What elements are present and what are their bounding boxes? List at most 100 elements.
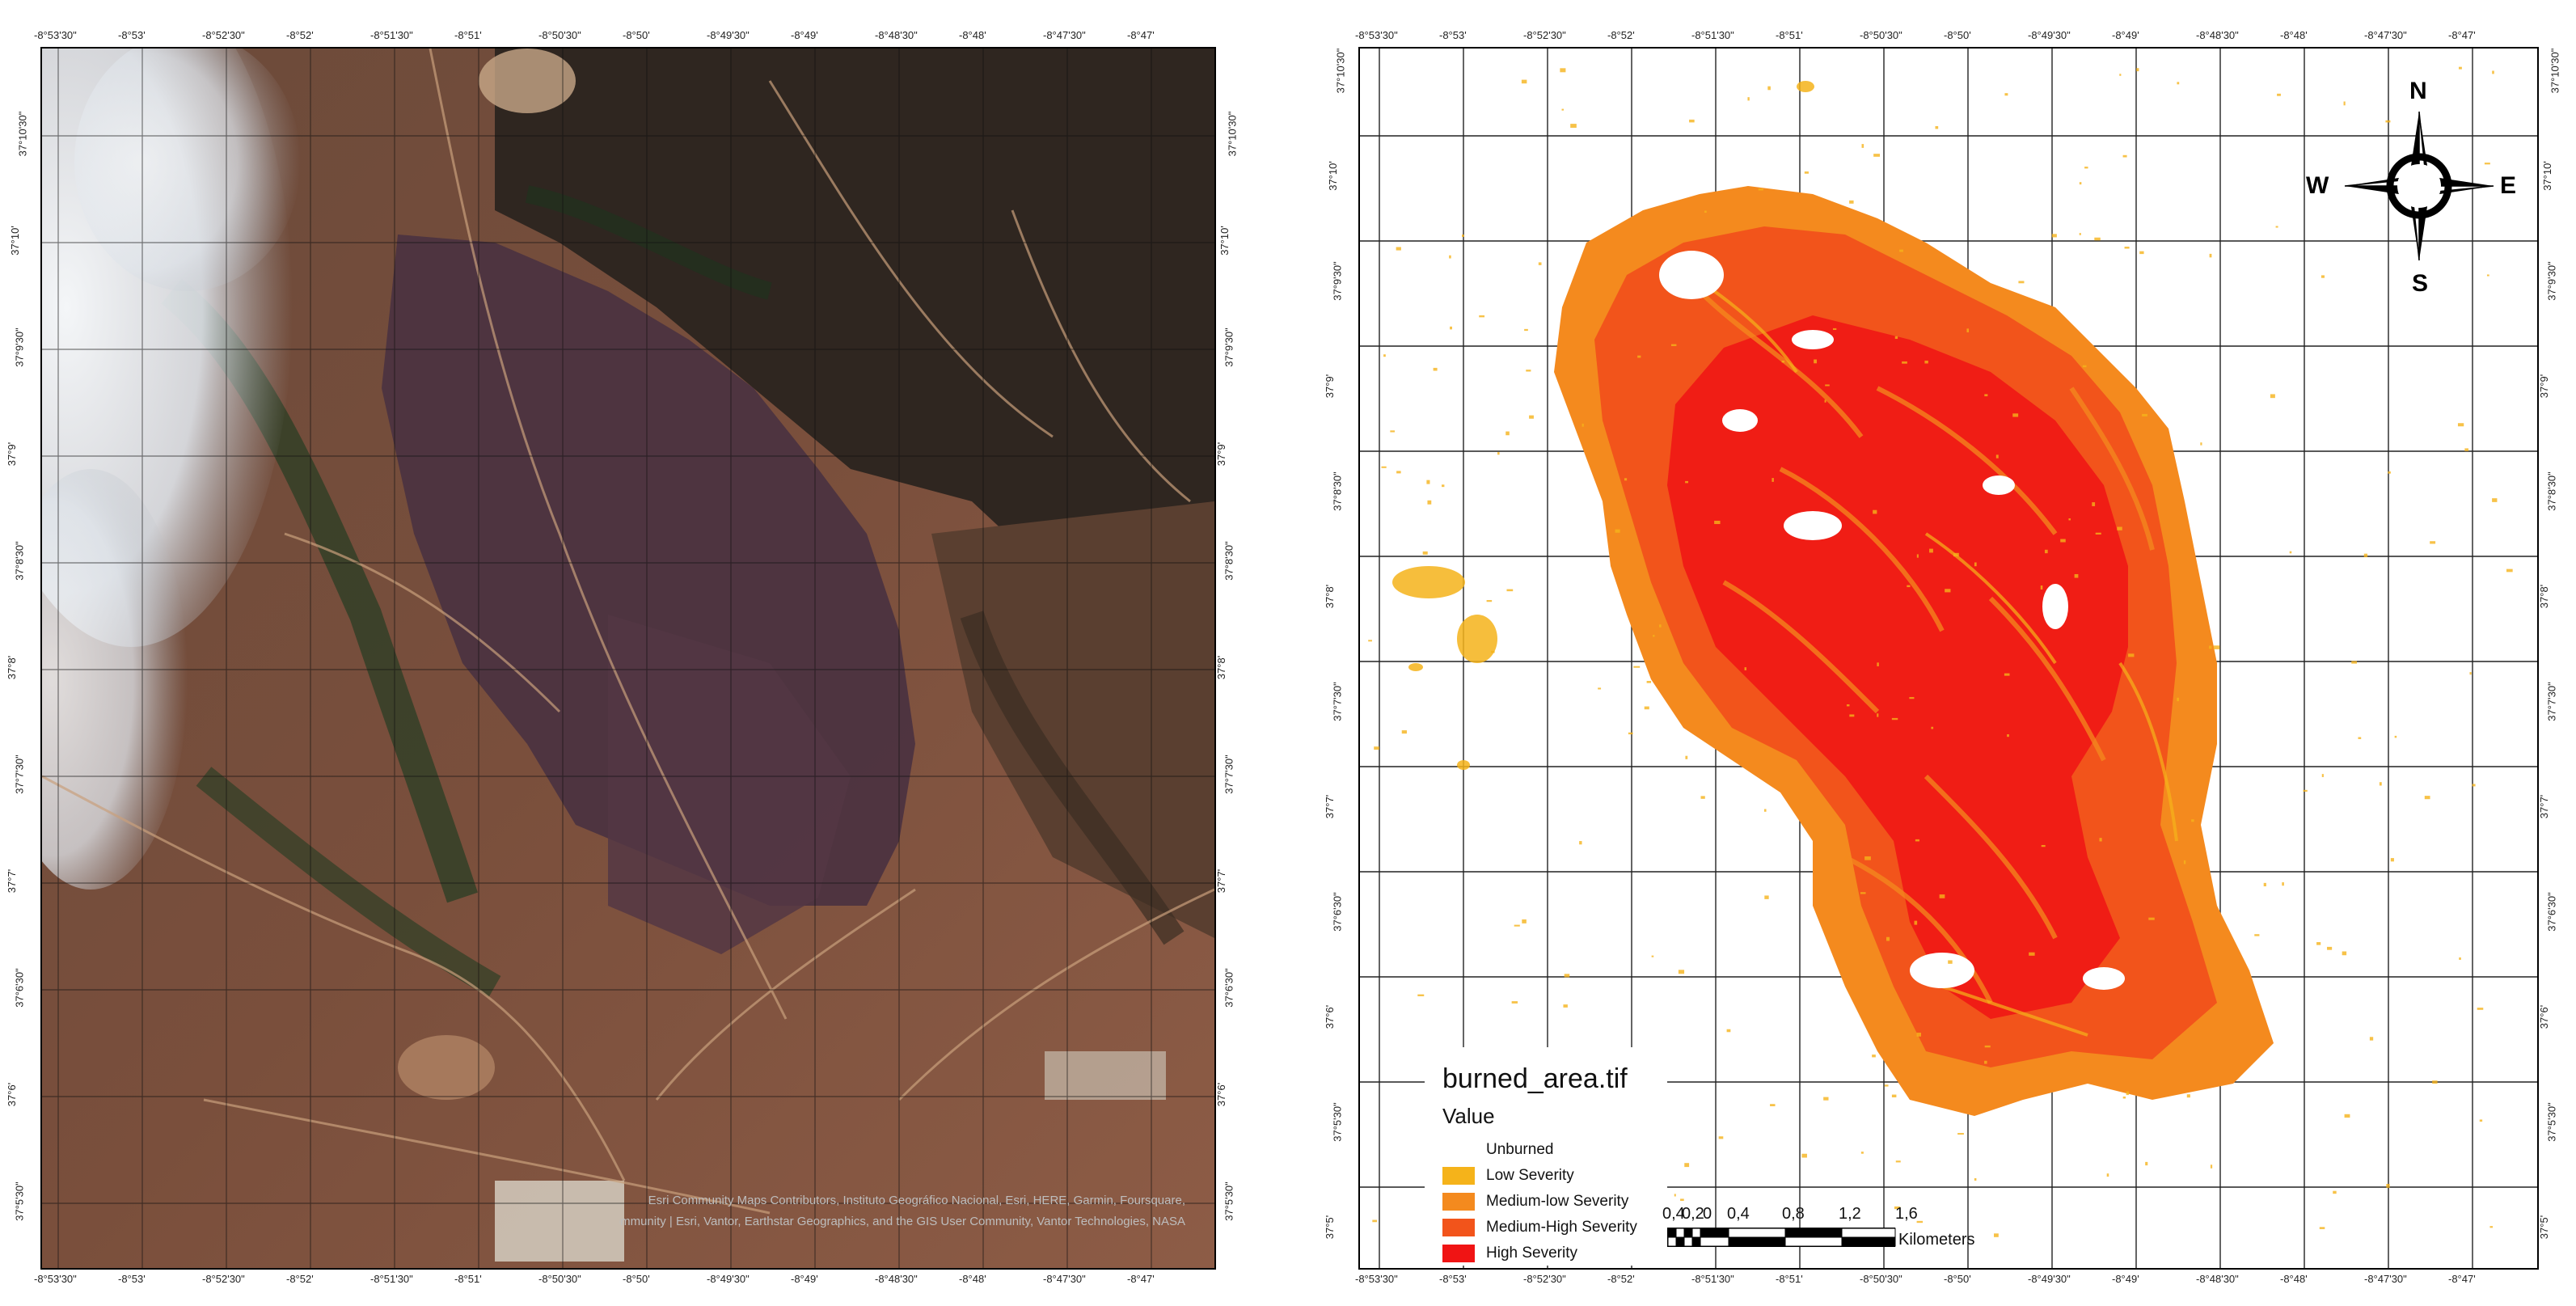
- low-severity-speck: [2142, 413, 2147, 416]
- scale-bar-segments: [1667, 1228, 1896, 1247]
- graticule-label-bottom: -8°51'30": [1691, 1273, 1734, 1285]
- legend-label: Unburned: [1486, 1141, 1554, 1158]
- scale-label: 0,4: [1727, 1205, 1750, 1223]
- low-severity-speck: [2122, 154, 2127, 158]
- low-severity-speck: [2289, 551, 2292, 554]
- scale-segment: [1700, 1236, 1729, 1247]
- scale-segment: [1683, 1228, 1693, 1238]
- burn-severity-map[interactable]: N S E W burned_area.tif Value Unburned Lo…: [1358, 47, 2539, 1270]
- low-severity-speck: [2079, 182, 2082, 185]
- low-severity-speck: [2275, 226, 2278, 228]
- graticule-label-top: -8°49'30": [707, 29, 750, 41]
- low-severity-speck: [1529, 415, 1534, 419]
- low-severity-speck: [2343, 101, 2346, 106]
- graticule-label-right: 37°5'30": [1223, 1181, 1235, 1221]
- low-severity-speck: [2379, 782, 2382, 786]
- graticule-label-bottom: -8°47'30": [2364, 1273, 2407, 1285]
- scale-segment: [1841, 1236, 1896, 1247]
- compass-w: W: [2306, 172, 2329, 199]
- low-severity-speck: [1390, 430, 1396, 433]
- graticule-label-bottom: -8°52': [286, 1273, 314, 1285]
- legend-subtitle: Value: [1442, 1104, 1495, 1128]
- graticule-label-right: 37°8'30": [1223, 541, 1235, 581]
- graticule-label-left: 37°7': [1324, 794, 1337, 819]
- graticule-label-right: 37°9': [2538, 374, 2551, 399]
- low-severity-speck: [2464, 448, 2468, 451]
- graticule-label-left: 37°7'30": [1331, 682, 1344, 721]
- low-severity-speck: [1433, 367, 1438, 371]
- low-severity-speck: [2079, 233, 2081, 235]
- low-severity-speck: [2183, 860, 2186, 864]
- graticule-label-top: -8°51'30": [370, 29, 413, 41]
- low-severity-speck: [2282, 882, 2284, 886]
- graticule-label-top: -8°47': [2448, 29, 2476, 41]
- low-severity-speck: [2148, 917, 2155, 920]
- graticule-label-top: -8°49': [2112, 29, 2139, 41]
- graticule-label-top: -8°51': [1776, 29, 1803, 41]
- low-severity-speck: [2263, 882, 2266, 887]
- low-severity-speck: [2044, 549, 2048, 554]
- low-severity-speck: [1832, 328, 1837, 330]
- low-severity-speck: [2303, 789, 2308, 792]
- low-severity-speck: [2145, 1161, 2148, 1166]
- low-severity-speck: [1907, 585, 1911, 588]
- low-severity-speck: [1846, 704, 1850, 707]
- low-severity-speck: [2060, 539, 2066, 543]
- low-severity-speck: [2430, 541, 2436, 544]
- graticule-label-left: 37°5'30": [13, 1181, 26, 1221]
- low-severity-speck: [1570, 124, 1577, 129]
- low-severity-speck: [1396, 471, 1401, 474]
- satellite-image[interactable]: Esri Community Maps Contributors, Instit…: [40, 47, 1216, 1270]
- low-severity-speck: [1915, 839, 1919, 842]
- legend-title: burned_area.tif: [1442, 1063, 1628, 1094]
- low-severity-speck: [2126, 1091, 2130, 1096]
- low-severity-speck: [2369, 1037, 2374, 1041]
- scale-segment: [1691, 1228, 1701, 1238]
- low-severity-speck: [2277, 93, 2281, 96]
- legend-label: Medium-High Severity: [1486, 1219, 1637, 1236]
- low-severity-speck: [1902, 361, 1907, 364]
- low-severity-speck: [1767, 86, 1771, 91]
- low-severity-speck: [2139, 251, 2144, 255]
- low-severity-speck: [2270, 394, 2275, 399]
- legend-swatch: [1442, 1245, 1475, 1262]
- graticule-label-bottom: -8°48'30": [875, 1273, 918, 1285]
- low-severity-speck: [2363, 553, 2368, 558]
- low-severity-speck: [1670, 344, 1677, 346]
- low-severity-speck: [2489, 1226, 2494, 1228]
- low-severity-speck: [1825, 384, 1830, 387]
- low-severity-speck: [1984, 1060, 1987, 1064]
- low-severity-speck: [1680, 1198, 1684, 1201]
- low-severity-speck: [2209, 645, 2212, 649]
- graticule-label-bottom: -8°50': [1944, 1273, 1971, 1285]
- graticule-label-right: 37°10'30": [1226, 111, 1239, 157]
- scale-bar: 0,4 0,2 0 0,4 0,8 1,2 1,6 Kilometers: [1662, 1195, 2120, 1260]
- scale-segment: [1728, 1236, 1786, 1247]
- graticule-label-left: 37°9': [6, 442, 19, 467]
- scale-segment: [1667, 1236, 1677, 1247]
- low-severity-speck: [2051, 234, 2057, 238]
- graticule-label-bottom: -8°51': [454, 1273, 482, 1285]
- low-severity-speck: [1674, 1194, 1676, 1197]
- graticule-label-top: -8°53'30": [1355, 29, 1398, 41]
- low-severity-speck: [2106, 1173, 2109, 1177]
- low-severity-speck: [1579, 841, 1582, 845]
- low-severity-speck: [1368, 640, 1372, 642]
- low-severity-speck: [2084, 167, 2088, 169]
- low-severity-speck: [1781, 360, 1785, 363]
- graticule-label-left: 37°5'30": [1331, 1102, 1344, 1142]
- low-severity-speck: [1929, 548, 1933, 553]
- scale-segment: [1784, 1228, 1843, 1238]
- low-severity-speck: [1726, 1029, 1731, 1033]
- low-severity-speck: [2092, 502, 2096, 506]
- scale-segment: [1683, 1236, 1693, 1247]
- low-severity-speck: [1953, 552, 1959, 557]
- scale-unit: Kilometers: [1898, 1231, 1975, 1249]
- graticule-label-left: 37°8': [6, 655, 19, 680]
- low-severity-speck: [2469, 672, 2472, 675]
- low-severity-speck: [1685, 480, 1689, 484]
- low-severity-speck: [1401, 730, 1407, 734]
- legend-swatch: [1442, 1219, 1475, 1236]
- low-severity-speck: [2492, 498, 2498, 502]
- low-severity-speck: [2068, 518, 2071, 521]
